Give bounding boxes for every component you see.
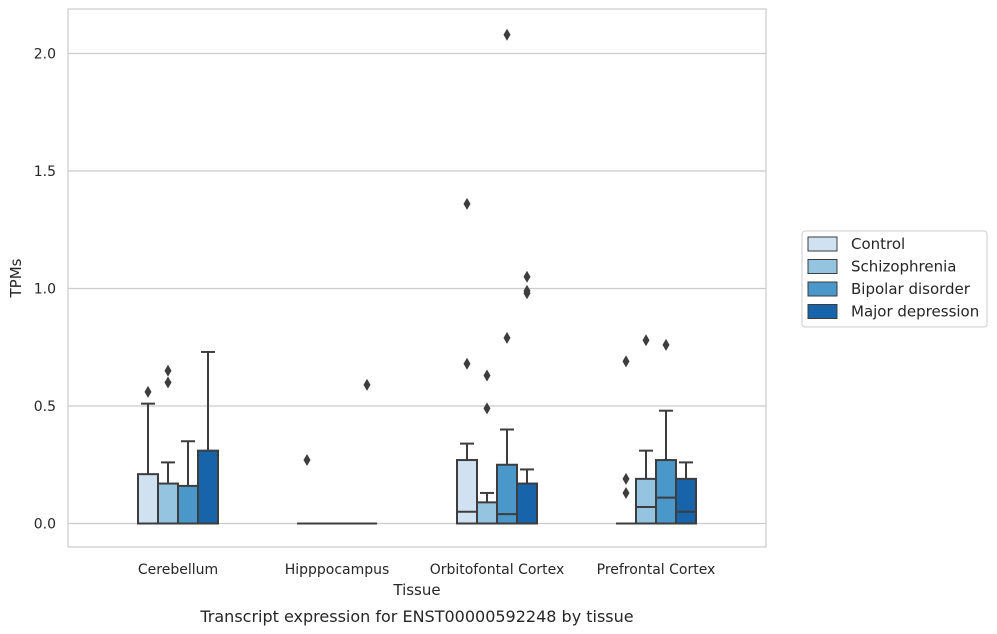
outlier-point — [483, 369, 491, 382]
outlier-point — [503, 28, 511, 41]
y-tick-label: 0.0 — [34, 517, 56, 533]
box-2-3 — [516, 270, 538, 525]
outlier-point — [622, 472, 630, 485]
legend-label: Schizophrenia — [851, 258, 956, 276]
outlier-point — [503, 331, 511, 344]
y-tick-label: 2.0 — [34, 47, 56, 63]
x-axis-ticks: Cerebellum Hipppocampus Orbitofontal Corte… — [138, 562, 715, 578]
y-axis-ticks: 0.0 0.5 1.0 1.5 2.0 — [34, 47, 56, 533]
box-body — [675, 477, 697, 525]
box-2-1 — [476, 369, 498, 525]
x-axis-label: Tissue — [392, 581, 440, 599]
outlier-point — [463, 197, 471, 210]
legend-swatch — [807, 304, 838, 319]
y-axis-label: TPMs — [7, 258, 25, 298]
outlier-point — [622, 486, 630, 499]
legend-swatch — [807, 259, 838, 274]
outlier-point — [523, 270, 531, 283]
box-body — [456, 459, 478, 525]
box-1-3 — [357, 378, 377, 525]
outlier-point — [523, 284, 531, 297]
outlier-point — [483, 402, 491, 415]
box-3-3 — [675, 461, 697, 525]
box-0-2 — [177, 440, 199, 525]
outlier-point — [642, 334, 650, 347]
outlier-point — [622, 355, 630, 368]
box-body — [655, 459, 677, 525]
outlier-point — [363, 378, 371, 391]
outlier-point — [144, 385, 152, 398]
box-body — [157, 482, 179, 525]
x-tick-label: Hipppocampus — [285, 562, 390, 578]
box-2-0 — [456, 197, 478, 525]
box-0-3 — [197, 350, 219, 525]
outlier-point — [662, 338, 670, 351]
x-tick-label: Cerebellum — [138, 562, 218, 578]
box-3-2 — [655, 338, 677, 525]
y-tick-label: 1.0 — [34, 282, 56, 298]
box-body — [635, 477, 657, 525]
box-body — [516, 482, 538, 525]
plot-area — [67, 8, 767, 548]
outlier-point — [303, 454, 311, 467]
box-body — [197, 449, 219, 525]
boxes — [137, 28, 697, 525]
legend-label: Major depression — [851, 303, 979, 321]
box-3-0 — [616, 355, 636, 525]
y-tick-label: 1.5 — [34, 164, 56, 180]
box-2-2 — [496, 28, 518, 525]
outlier-point — [463, 357, 471, 370]
box-body — [476, 501, 498, 525]
legend-label: Control — [851, 235, 905, 253]
y-tick-label: 0.5 — [34, 399, 56, 415]
legend-label: Bipolar disorder — [851, 280, 971, 298]
outlier-point — [164, 376, 172, 389]
legend-frame — [801, 230, 988, 328]
legend: Control Schizophrenia Bipolar disorder Majo… — [801, 230, 988, 328]
outlier-point — [164, 364, 172, 377]
box-body — [177, 484, 199, 525]
x-tick-label: Prefrontal Cortex — [597, 562, 716, 578]
x-tick-label: Orbitofontal Cortex — [430, 562, 565, 578]
legend-swatch — [807, 236, 838, 252]
box-1-0 — [297, 454, 317, 525]
chart-caption: Transcript expression for ENST0000059224… — [199, 607, 633, 626]
legend-swatch — [807, 281, 838, 297]
box-body — [137, 473, 159, 525]
